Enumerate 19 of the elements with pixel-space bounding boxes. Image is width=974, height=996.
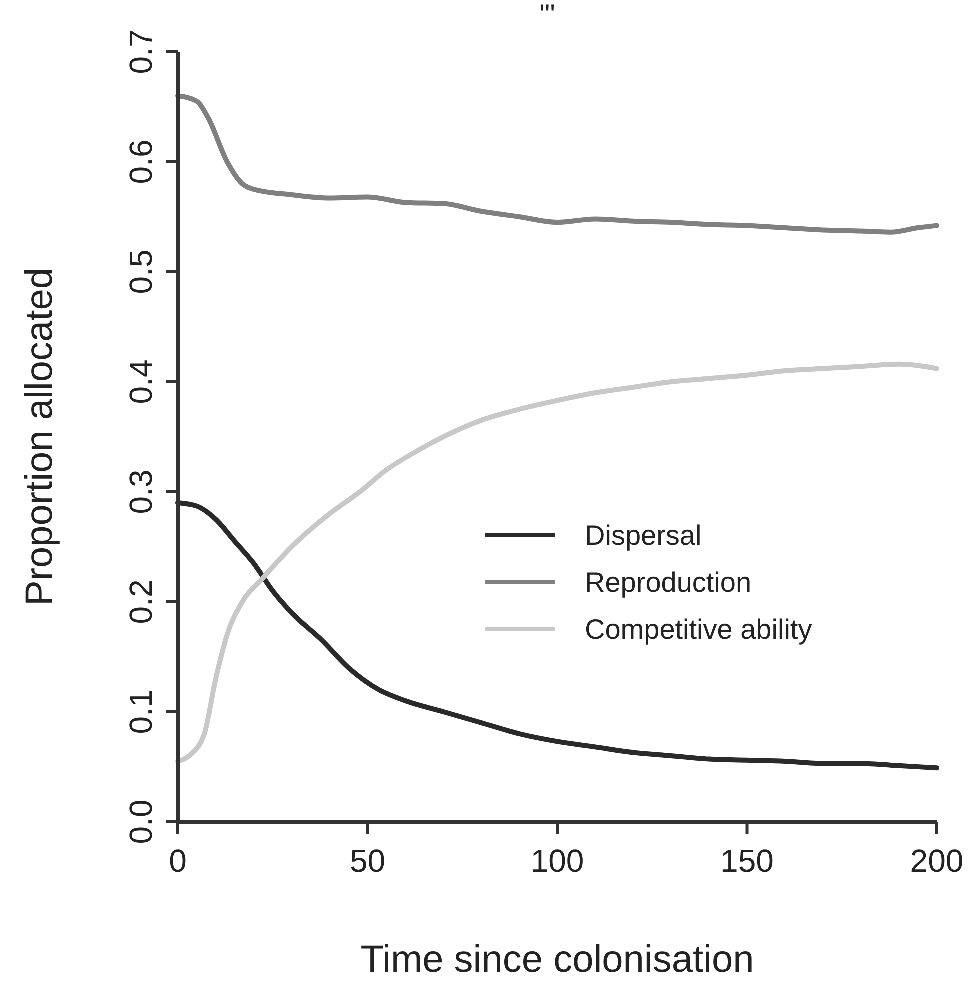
y-tick-label: 0.2 (123, 580, 159, 624)
y-tick-label: 0.5 (123, 250, 159, 294)
legend-label: Competitive ability (585, 614, 812, 645)
legend-label: Dispersal (585, 520, 702, 551)
chart-title: ''' (539, 0, 556, 30)
y-axis-title: Proportion allocated (19, 268, 61, 606)
x-axis-title: Time since colonisation (360, 939, 754, 981)
y-tick-label: 0.0 (123, 800, 159, 844)
y-tick-label: 0.7 (123, 30, 159, 74)
y-tick-label: 0.6 (123, 140, 159, 184)
y-tick-label: 0.4 (123, 360, 159, 404)
y-tick-label: 0.3 (123, 470, 159, 514)
x-tick-label: 50 (350, 843, 386, 879)
x-tick-label: 200 (910, 843, 964, 879)
x-tick-label: 150 (720, 843, 774, 879)
x-tick-label: 0 (169, 843, 187, 879)
legend-label: Reproduction (585, 567, 752, 598)
x-tick-label: 100 (530, 843, 584, 879)
y-tick-label: 0.1 (123, 690, 159, 734)
